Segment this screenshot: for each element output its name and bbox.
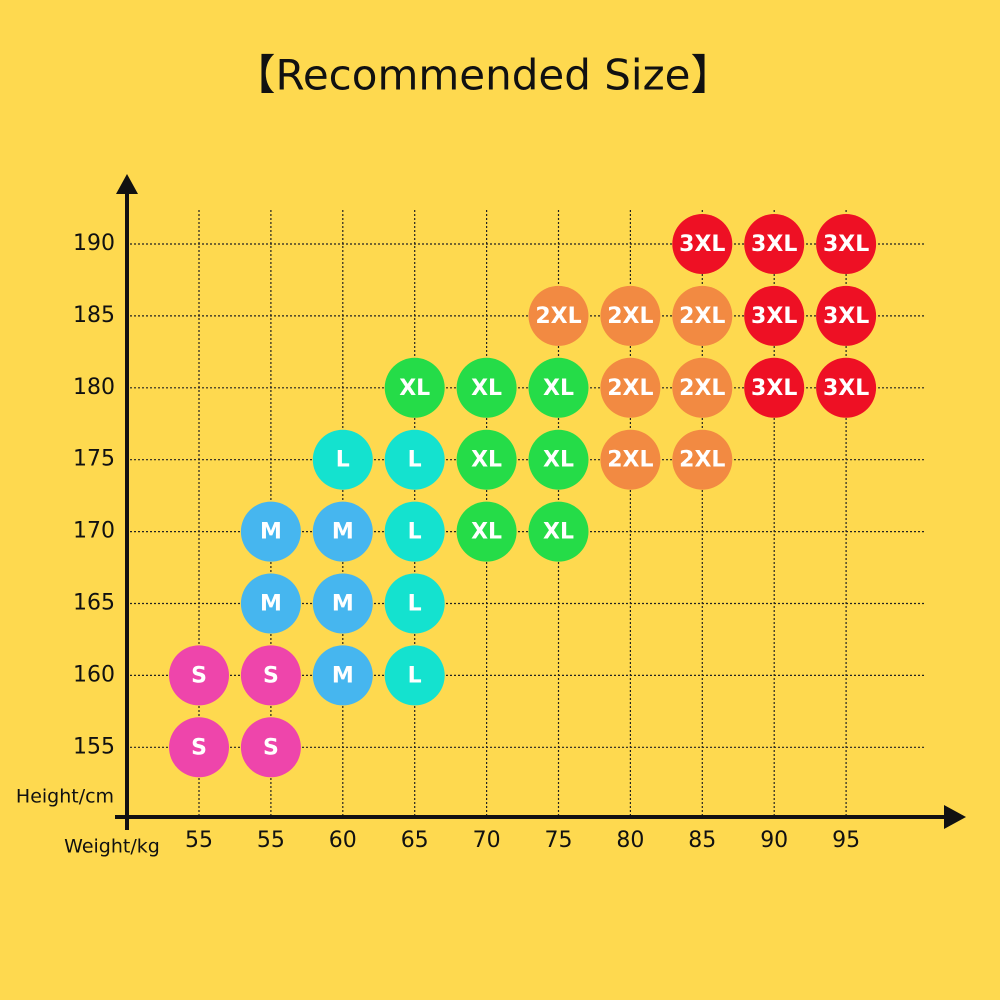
- size-label: 3XL: [823, 376, 869, 401]
- size-label: 2XL: [679, 448, 725, 473]
- size-dot: [384, 645, 445, 706]
- x-tick-label: 60: [329, 828, 357, 853]
- cells: 3XL 3XL 3XL 2XL 2XL 2XL 3XL 3XL XL XL XL 2XL 2XL 3XL 3…: [169, 214, 877, 778]
- x-tick-label: 75: [545, 828, 573, 853]
- size-dot: [312, 429, 373, 490]
- size-label: S: [263, 663, 279, 688]
- x-tick-label: 85: [688, 828, 716, 853]
- size-dot: [600, 429, 661, 490]
- size-label: 2XL: [607, 304, 653, 329]
- y-arrow: [116, 174, 138, 194]
- size-dot: [169, 645, 229, 706]
- size-label: 3XL: [751, 376, 797, 401]
- size-label: XL: [543, 376, 574, 401]
- size-dot: [312, 573, 373, 634]
- size-dot: [816, 214, 877, 274]
- size-dot: [816, 357, 877, 418]
- size-label: L: [408, 663, 422, 688]
- size-dot: [456, 357, 517, 418]
- y-tick-label: 175: [73, 447, 115, 472]
- size-dot: [744, 357, 805, 418]
- y-tick-label: 160: [73, 662, 115, 687]
- size-label: XL: [543, 520, 574, 545]
- size-dot: [240, 501, 301, 562]
- chart-title: 【Recommended Size】: [234, 51, 733, 100]
- size-label: 2XL: [679, 304, 725, 329]
- x-tick-label: 70: [473, 828, 501, 853]
- size-dot: [528, 429, 589, 490]
- size-dot: [672, 285, 733, 346]
- size-label: L: [408, 520, 422, 545]
- size-label: M: [260, 520, 282, 545]
- size-label: L: [408, 592, 422, 617]
- x-arrow: [944, 805, 966, 829]
- size-label: M: [332, 663, 354, 688]
- size-label: 3XL: [679, 232, 725, 257]
- size-dot: [528, 285, 589, 346]
- size-dot: [169, 717, 229, 778]
- size-label: S: [263, 735, 279, 760]
- size-label: M: [332, 592, 354, 617]
- x-tick-label: 80: [616, 828, 644, 853]
- size-dot: [456, 501, 517, 562]
- size-label: 3XL: [751, 304, 797, 329]
- size-dot: [672, 357, 733, 418]
- x-tick-label: 55: [257, 828, 285, 853]
- size-label: S: [191, 735, 207, 760]
- size-label: M: [260, 592, 282, 617]
- size-dot: [312, 645, 373, 706]
- size-label: 2XL: [607, 376, 653, 401]
- size-dot: [384, 573, 445, 634]
- size-dot: [528, 357, 589, 418]
- size-label: L: [408, 448, 422, 473]
- size-dot: [672, 429, 733, 490]
- y-tick-label: 170: [73, 519, 115, 544]
- size-dot: [384, 501, 445, 562]
- size-label: XL: [471, 520, 502, 545]
- size-dot: [384, 357, 445, 418]
- size-dot: [384, 429, 445, 490]
- size-label: S: [191, 663, 207, 688]
- size-dot: [240, 573, 301, 634]
- size-dot: [456, 429, 517, 490]
- y-tick-label: 180: [73, 375, 115, 400]
- size-dot: [312, 501, 373, 562]
- size-label: XL: [471, 448, 502, 473]
- size-dot: [672, 214, 733, 274]
- size-label: 2XL: [607, 448, 653, 473]
- size-dot: [528, 501, 589, 562]
- size-label: 3XL: [823, 232, 869, 257]
- size-label: 2XL: [535, 304, 581, 329]
- size-dot: [240, 645, 301, 706]
- x-axis-label: Weight/kg: [64, 836, 160, 858]
- size-label: L: [336, 448, 350, 473]
- size-label: XL: [399, 376, 430, 401]
- size-label: 3XL: [751, 232, 797, 257]
- size-label: 3XL: [823, 304, 869, 329]
- y-tick-label: 155: [73, 734, 115, 759]
- y-tick-label: 165: [73, 591, 115, 616]
- x-tick-label: 65: [401, 828, 429, 853]
- x-tick-label: 90: [760, 828, 788, 853]
- size-label: M: [332, 520, 354, 545]
- size-dot: [816, 285, 877, 346]
- x-tick-label: 95: [832, 828, 860, 853]
- size-dot: [744, 214, 805, 274]
- size-label: XL: [543, 448, 574, 473]
- size-dot: [240, 717, 301, 778]
- size-dot: [744, 285, 805, 346]
- size-dot: [600, 285, 661, 346]
- size-label: XL: [471, 376, 502, 401]
- size-label: 2XL: [679, 376, 725, 401]
- y-axis-label: Height/cm: [16, 786, 114, 808]
- size-dot: [600, 357, 661, 418]
- y-tick-label: 185: [73, 303, 115, 328]
- x-tick-label: 55: [185, 828, 213, 853]
- y-tick-label: 190: [73, 231, 115, 256]
